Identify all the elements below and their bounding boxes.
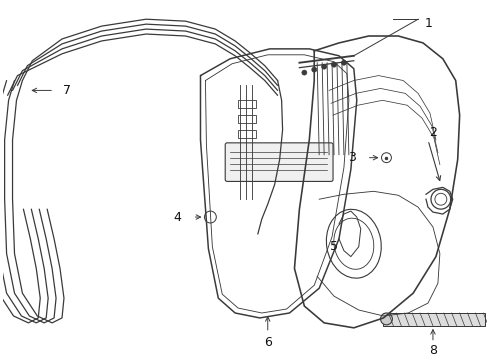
Circle shape xyxy=(312,67,317,72)
Text: 3: 3 xyxy=(348,151,356,164)
Bar xyxy=(238,115,256,123)
Circle shape xyxy=(381,313,392,325)
Bar xyxy=(238,100,256,108)
Text: 1: 1 xyxy=(425,17,433,30)
Circle shape xyxy=(332,62,337,67)
Circle shape xyxy=(342,60,346,65)
Text: 4: 4 xyxy=(174,211,182,224)
Text: 2: 2 xyxy=(429,126,437,139)
Text: 6: 6 xyxy=(264,336,271,349)
Bar xyxy=(238,130,256,138)
Text: 7: 7 xyxy=(63,84,71,97)
Text: 5: 5 xyxy=(330,240,338,253)
Bar xyxy=(384,313,486,326)
Circle shape xyxy=(302,70,307,75)
Text: 8: 8 xyxy=(429,344,437,357)
FancyBboxPatch shape xyxy=(225,143,333,181)
Circle shape xyxy=(321,64,327,69)
